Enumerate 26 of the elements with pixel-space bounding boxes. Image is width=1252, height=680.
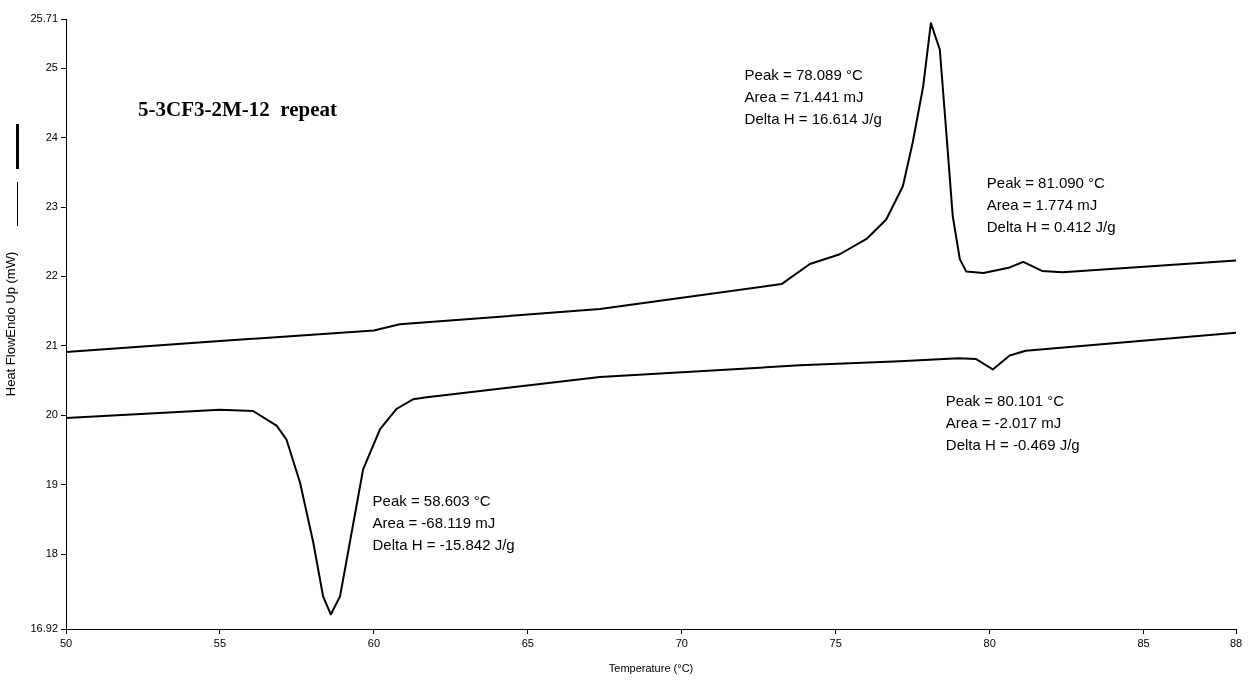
x-tick-label: 80 — [983, 636, 996, 649]
y-tick-label: 21 — [45, 338, 58, 351]
annotation: Peak = 78.089 °C Area = 71.441 mJ Delta H = 16.614 J/g — [744, 66, 882, 128]
x-tick-label: 60 — [367, 636, 381, 649]
x-tick-label: 88 — [1229, 636, 1243, 649]
x-tick-label: 85 — [1137, 636, 1150, 649]
y-tick-label: 18 — [45, 547, 58, 560]
y-tick-label: 25.71 — [30, 12, 58, 25]
text: 5-3CF3-2M-12 repeat — [138, 97, 338, 121]
y-tick-label: 19 — [45, 477, 58, 490]
y-tick-label: 20 — [45, 408, 58, 421]
annotation: Peak = 80.101 °C Area = -2.017 mJ Delta H = -0.469 J/g — [945, 392, 1080, 454]
y-tick-label: 24 — [45, 130, 58, 143]
annotation: Peak = 58.603 °C Area = -68.119 mJ Delta H = -15.842 J/g — [372, 492, 515, 554]
x-tick-label: 70 — [675, 636, 688, 649]
x-axis-title: Temperature (°C) — [608, 662, 694, 675]
y-tick-label: 23 — [45, 200, 58, 213]
y-tick-label: 16.92 — [30, 622, 58, 635]
annotation: Peak = 81.090 °C Area = 1.774 mJ Delta H = 0.412 J/g — [986, 173, 1116, 235]
y-tick-label: 25 — [45, 61, 58, 74]
x-tick-label: 50 — [59, 636, 73, 649]
y-axis-title: Heat FlowEndo Up (mW) — [3, 251, 19, 397]
x-tick-label: 55 — [213, 636, 227, 649]
y-tick-label: 22 — [45, 269, 58, 282]
x-tick-label: 75 — [829, 636, 842, 649]
x-tick-label: 65 — [521, 636, 534, 649]
